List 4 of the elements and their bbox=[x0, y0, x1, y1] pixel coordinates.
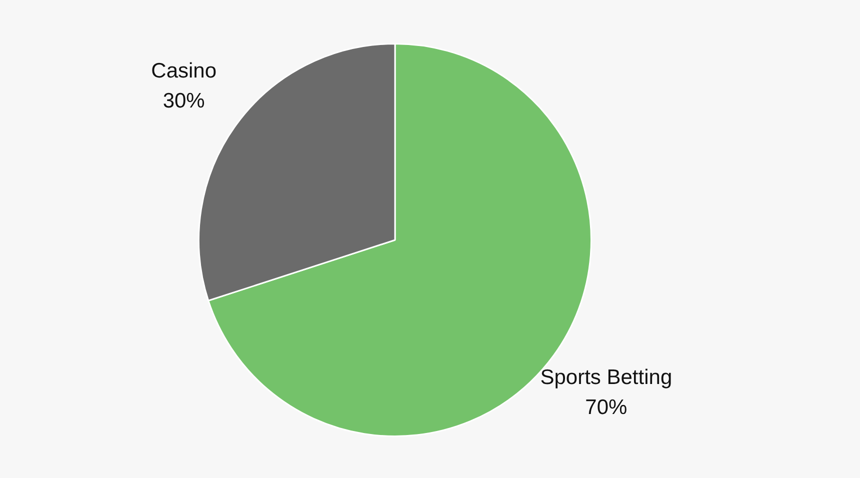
data-label: 70% bbox=[585, 396, 628, 420]
slice-label: Casino bbox=[151, 59, 217, 82]
data-label: 30% bbox=[162, 89, 205, 112]
slice-label: Sports Betting bbox=[540, 366, 672, 390]
